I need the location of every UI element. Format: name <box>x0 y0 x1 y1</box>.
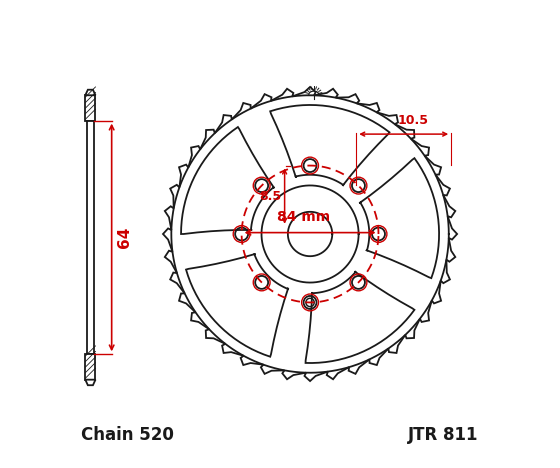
Text: JTR 811: JTR 811 <box>408 426 479 445</box>
Text: 84 mm: 84 mm <box>277 210 330 224</box>
Text: 8.5: 8.5 <box>259 190 281 203</box>
Text: Chain 520: Chain 520 <box>81 426 174 445</box>
Bar <box>85 95 96 121</box>
Bar <box>87 121 94 354</box>
Bar <box>85 354 96 380</box>
Polygon shape <box>85 90 96 95</box>
Text: 10.5: 10.5 <box>398 114 428 127</box>
Text: 64: 64 <box>117 227 132 248</box>
Polygon shape <box>85 380 96 385</box>
